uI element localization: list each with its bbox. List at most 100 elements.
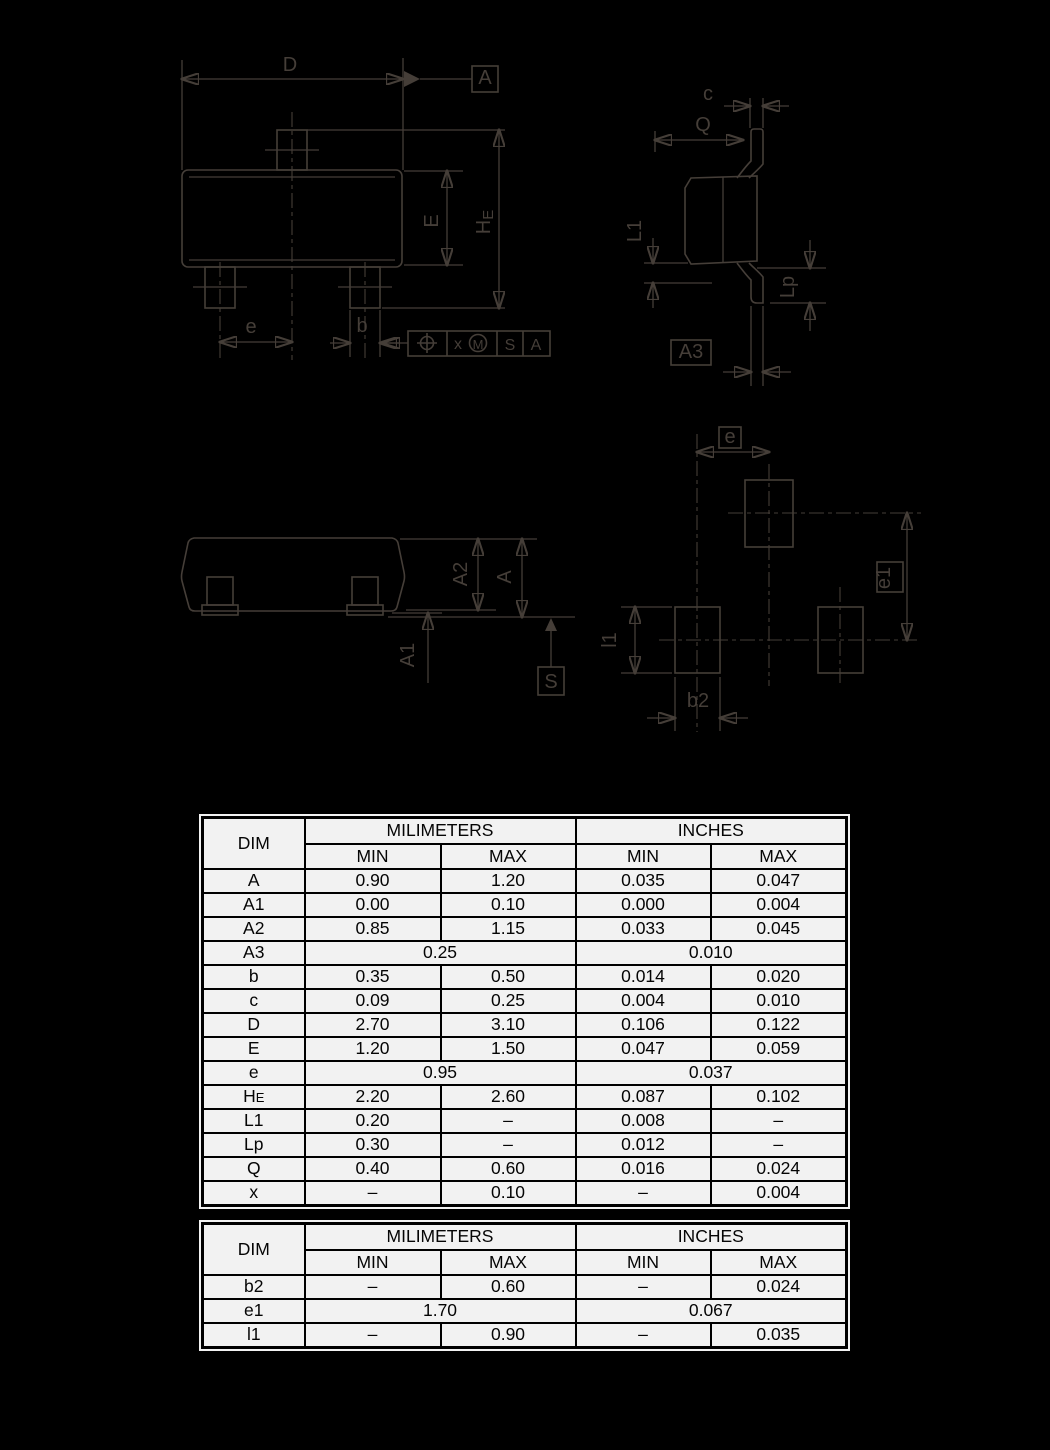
value-cell: 0.40 (303, 1156, 442, 1182)
value-cell-span: 0.010 (574, 940, 848, 966)
dim-cell: A3 (201, 940, 306, 966)
value-cell: – (709, 1108, 848, 1134)
col-header-in-min: MIN (574, 843, 712, 870)
value-cell: 0.35 (303, 964, 442, 990)
land-pattern: e e1 l1 b2 (599, 426, 921, 732)
value-cell: 2.20 (303, 1084, 442, 1110)
value-cell: – (439, 1132, 577, 1158)
value-cell: 0.024 (709, 1274, 848, 1300)
dim-cell: L1 (201, 1108, 306, 1134)
value-cell: – (574, 1274, 712, 1300)
value-cell-span: 0.067 (574, 1298, 848, 1324)
col-header-in-max: MAX (709, 843, 848, 870)
datum-a-flag: A (478, 67, 492, 89)
value-cell: 0.004 (709, 892, 848, 918)
value-cell: 0.102 (709, 1084, 848, 1110)
value-cell: 1.20 (303, 1036, 442, 1062)
dim-label-e1: e1 (873, 567, 895, 589)
side-view: c Q L1 Lp A3 (624, 83, 826, 386)
value-cell: 0.087 (574, 1084, 712, 1110)
dimension-table-2: DIM MILIMETERS INCHES MIN MAX MIN MAX b2… (201, 1222, 848, 1349)
value-cell: – (303, 1180, 442, 1207)
value-cell: 0.059 (709, 1036, 848, 1062)
dim-cell: E (201, 1036, 306, 1062)
table-row: c 0.09 0.25 0.004 0.010 (201, 988, 848, 1014)
dim-cell: b (201, 964, 306, 990)
value-cell: 0.000 (574, 892, 712, 918)
dimension-table-1-wrap: DIM MILIMETERS INCHES MIN MAX MIN MAX A … (199, 814, 850, 1209)
dim-cell: A1 (201, 892, 306, 918)
table-row: b 0.35 0.50 0.014 0.020 (201, 964, 848, 990)
value-cell: 0.50 (439, 964, 577, 990)
col-header-dim: DIM (201, 816, 306, 870)
col-header-mm: MILIMETERS (303, 1222, 577, 1251)
col-header-inches: INCHES (574, 1222, 848, 1251)
fcf-datum-s: S (505, 337, 516, 354)
value-cell: – (303, 1322, 442, 1349)
table-subheader-row: MIN MAX MIN MAX (203, 1249, 848, 1276)
table-row: l1 – 0.90 – 0.035 (201, 1322, 848, 1349)
mmc-modifier-icon (468, 333, 488, 353)
value-cell: 0.008 (574, 1108, 712, 1134)
dim-label-a3: A3 (679, 341, 703, 363)
col-header-mm: MILIMETERS (303, 816, 577, 845)
table-row: HE 2.20 2.60 0.087 0.102 (201, 1084, 848, 1110)
value-cell-span: 0.25 (303, 940, 577, 966)
value-cell: 0.014 (574, 964, 712, 990)
value-cell: 3.10 (439, 1012, 577, 1038)
value-cell: 2.70 (303, 1012, 442, 1038)
dim-cell: e1 (201, 1298, 306, 1324)
value-cell: 0.045 (709, 916, 848, 942)
dim-label-he: HE (473, 210, 497, 234)
table-row: Lp 0.30 – 0.012 – (201, 1132, 848, 1158)
dim-cell: c (201, 988, 306, 1014)
dim-label-pitch-e: e (245, 316, 256, 338)
dim-cell: b2 (201, 1274, 306, 1300)
dim-cell: D (201, 1012, 306, 1038)
table-row: D 2.70 3.10 0.106 0.122 (201, 1012, 848, 1038)
value-cell: – (574, 1180, 712, 1207)
value-cell: – (303, 1274, 442, 1300)
value-cell: 1.20 (439, 868, 577, 894)
dim-label-a2: A2 (450, 562, 472, 586)
col-header-mm-min: MIN (303, 843, 442, 870)
table-row: Q 0.40 0.60 0.016 0.024 (201, 1156, 848, 1182)
dim-label-b: b (356, 315, 367, 337)
table-row: e1 1.70 0.067 (201, 1298, 848, 1324)
value-cell-span: 0.95 (303, 1060, 577, 1086)
dim-cell: A2 (201, 916, 306, 942)
table-row: A 0.90 1.20 0.035 0.047 (201, 868, 848, 894)
table-row: A1 0.00 0.10 0.000 0.004 (201, 892, 848, 918)
value-cell: 0.035 (574, 868, 712, 894)
dim-cell: HE (201, 1084, 306, 1110)
dimension-table-1: DIM MILIMETERS INCHES MIN MAX MIN MAX A … (201, 816, 848, 1207)
dim-label-e-body: E (421, 214, 443, 227)
col-header-in-max: MAX (709, 1249, 848, 1276)
value-cell: 0.122 (709, 1012, 848, 1038)
col-header-inches: INCHES (574, 816, 848, 845)
dim-cell: A (201, 868, 306, 894)
dim-label-c: c (703, 83, 713, 105)
value-cell: 0.00 (303, 892, 442, 918)
value-cell: 0.90 (303, 868, 442, 894)
col-header-mm-min: MIN (303, 1249, 442, 1276)
position-tolerance-icon (417, 333, 437, 353)
value-cell: 0.25 (439, 988, 577, 1014)
value-cell: 0.004 (709, 1180, 848, 1207)
dim-cell: Q (201, 1156, 306, 1182)
top-view: D A HE E e b (182, 54, 551, 360)
table-row: A2 0.85 1.15 0.033 0.045 (201, 916, 848, 942)
value-cell: 0.85 (303, 916, 442, 942)
table-row: e 0.95 0.037 (201, 1060, 848, 1086)
dim-cell: e (201, 1060, 306, 1086)
dim-label-lp: Lp (777, 276, 799, 298)
table-row: b2 – 0.60 – 0.024 (201, 1274, 848, 1300)
col-header-dim: DIM (201, 1222, 306, 1276)
table-row: E 1.20 1.50 0.047 0.059 (201, 1036, 848, 1062)
datum-s-flag: S (544, 671, 557, 693)
dim-label-l1-side: L1 (624, 220, 646, 242)
value-cell: – (574, 1322, 712, 1349)
value-cell: 0.047 (709, 868, 848, 894)
dim-label-b2: b2 (687, 690, 709, 712)
